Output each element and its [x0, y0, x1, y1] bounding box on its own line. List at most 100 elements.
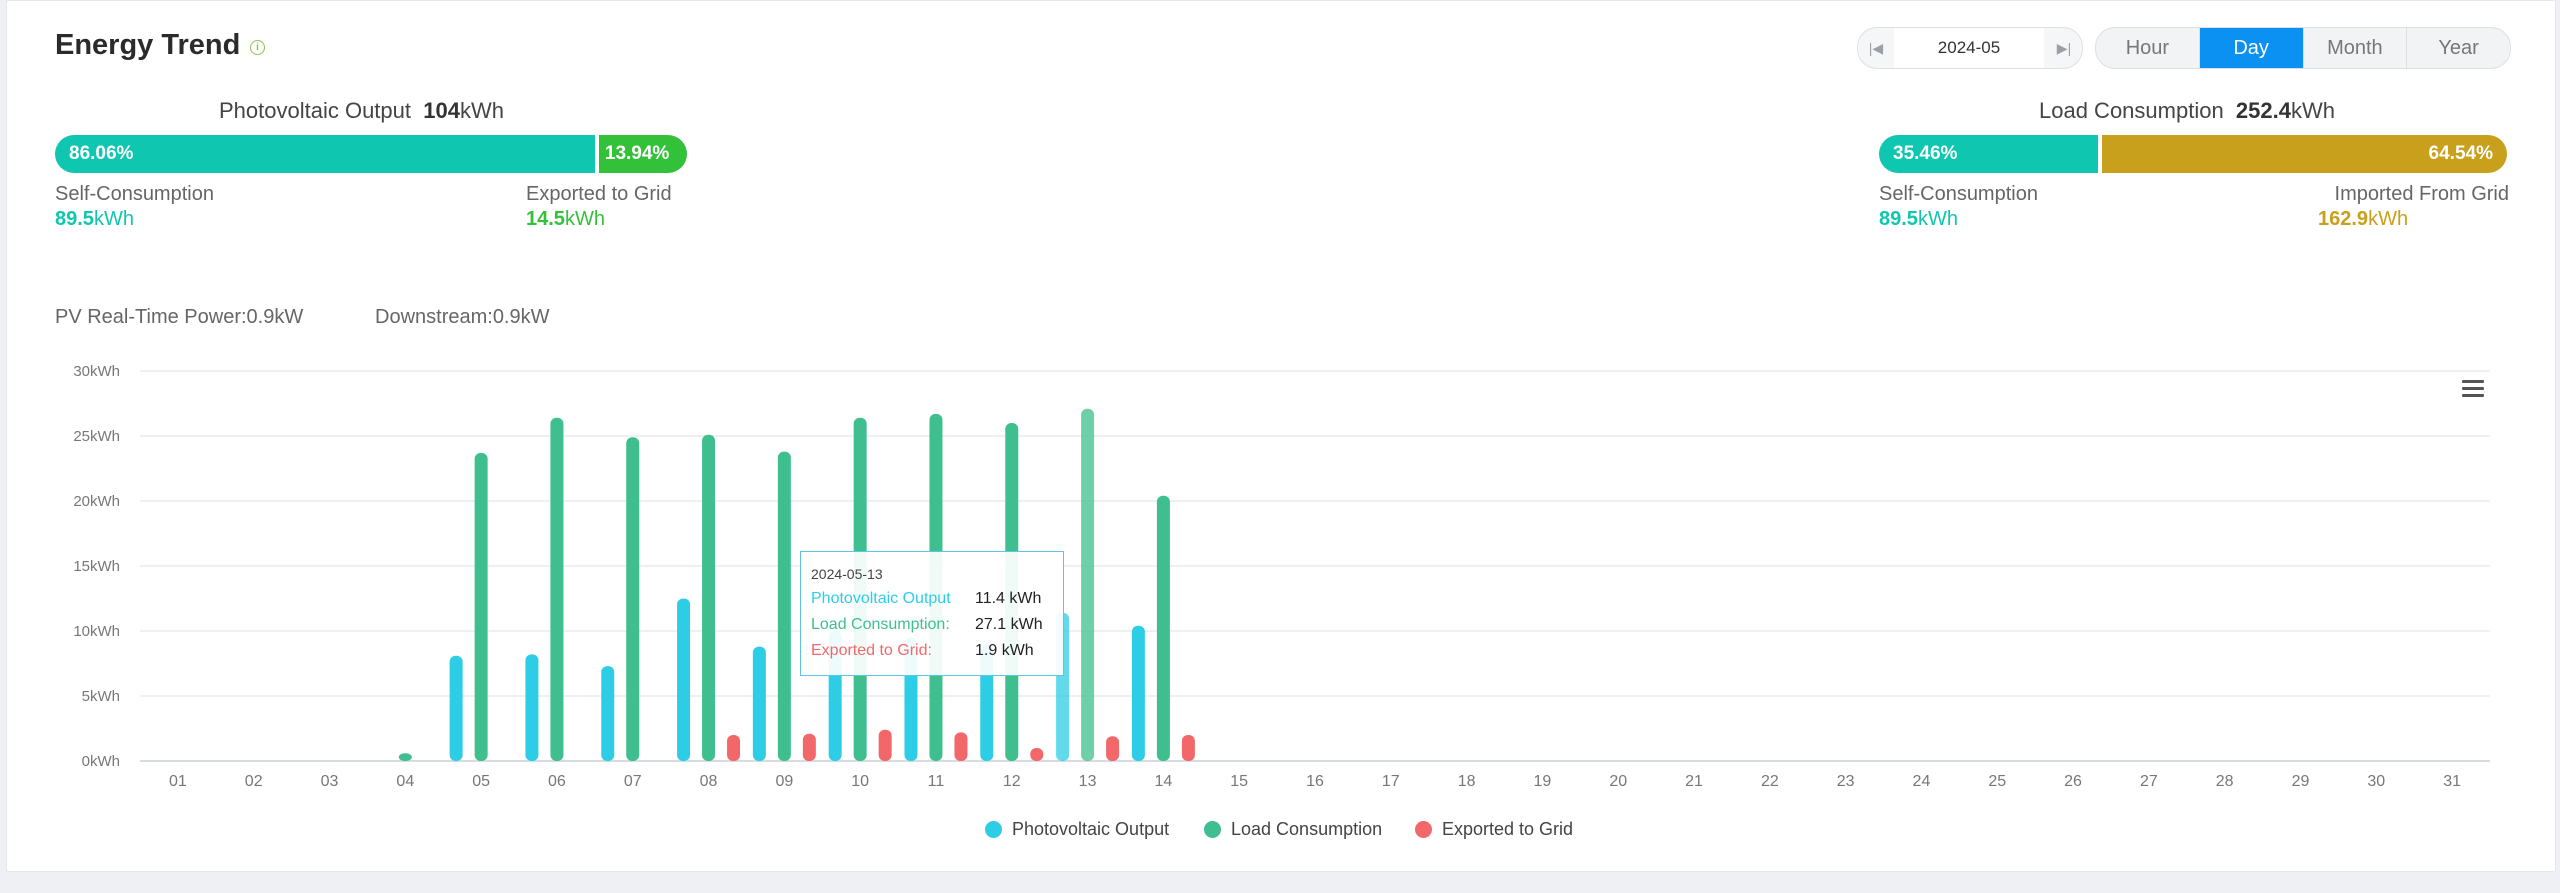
tab-year[interactable]: Year	[2438, 37, 2479, 59]
tooltip-pv-number: 11.4	[975, 590, 1005, 607]
tooltip-load-number: 27.1	[975, 616, 1007, 633]
tooltip-export-label: Exported to Grid:	[811, 642, 932, 659]
x-tick-label: 05	[472, 773, 490, 790]
y-tick-label: 0kWh	[82, 753, 120, 770]
y-tick-label: 20kWh	[73, 493, 120, 510]
date-picker[interactable]: |◀ 2024-05 ▶|	[1857, 27, 2083, 69]
pv-export-segment: 13.94%	[598, 135, 687, 173]
bar-load	[702, 434, 716, 761]
tooltip-export-number: 1.9	[975, 642, 998, 659]
x-tick-label: 24	[1913, 773, 1931, 790]
x-tick-label: 11	[928, 773, 945, 790]
bar-export	[954, 732, 968, 761]
x-tick-label: 07	[624, 773, 642, 790]
pv-self-unit: kWh	[93, 208, 134, 230]
legend-label-pv: Photovoltaic Output	[1012, 818, 1170, 839]
load-self-number: 89.5	[1879, 208, 1918, 230]
chart-legend: Photovoltaic Output Load Consumption Exp…	[0, 816, 2560, 842]
bar-load	[777, 451, 791, 761]
x-tick-label: 26	[2064, 773, 2082, 790]
bar-load	[1156, 495, 1170, 761]
pv-split-bar: 86.06% 13.94%	[55, 135, 687, 173]
x-tick-label: 23	[1837, 773, 1855, 790]
x-tick-label: 29	[2292, 773, 2310, 790]
tooltip-pv-unit: kWh	[1009, 590, 1042, 607]
legend-item-load[interactable]: Load Consumption	[1204, 816, 1382, 842]
pv-realtime-power: PV Real-Time Power:0.9kW	[55, 306, 304, 328]
bar-pv	[1131, 625, 1145, 761]
legend-dot-pv	[985, 820, 1002, 838]
legend-item-pv[interactable]: Photovoltaic Output	[985, 816, 1169, 842]
y-tick-label: 5kWh	[82, 688, 120, 705]
load-self-value: 89.5kWh	[1879, 208, 1958, 231]
x-tick-label: 17	[1382, 773, 1400, 790]
skip-forward-icon[interactable]: ▶|	[2056, 40, 2072, 56]
pv-export-number: 14.5	[526, 208, 565, 230]
load-summary-unit: kWh	[2290, 98, 2335, 123]
legend-dot-load	[1204, 820, 1221, 838]
pv-export-label: Exported to Grid	[526, 183, 672, 205]
x-tick-label: 20	[1609, 773, 1627, 790]
legend-label-export: Exported to Grid	[1442, 818, 1574, 839]
load-import-number: 162.9	[2318, 208, 2369, 230]
pv-summary-title: Photovoltaic Output 104kWh	[219, 98, 504, 124]
x-tick-label: 13	[1079, 773, 1097, 790]
chart-menu-icon[interactable]	[2462, 380, 2484, 398]
x-tick-label: 04	[396, 773, 414, 790]
bar-pv	[677, 598, 691, 761]
x-tick-label: 25	[1988, 773, 2006, 790]
bar-export	[802, 733, 816, 761]
tooltip-export-value: 1.9 kWh	[975, 642, 1034, 660]
load-summary-title: Load Consumption 252.4kWh	[2039, 98, 2335, 124]
bar-pv	[752, 646, 766, 761]
x-tick-label: 14	[1154, 773, 1172, 790]
tab-month[interactable]: Month	[2304, 28, 2408, 68]
bar-pv	[525, 654, 539, 761]
y-tick-label: 25kWh	[73, 428, 120, 445]
pv-export-unit: kWh	[564, 208, 605, 230]
tab-hour[interactable]: Hour	[2096, 28, 2200, 68]
x-tick-label: 03	[321, 773, 339, 790]
x-tick-label: 27	[2140, 773, 2158, 790]
y-tick-label: 15kWh	[73, 558, 120, 575]
load-self-label: Self-Consumption	[1879, 183, 2038, 205]
tooltip-export-unit: kWh	[1001, 642, 1034, 659]
load-summary-label: Load Consumption	[2039, 98, 2224, 123]
bar-load	[626, 437, 640, 761]
pv-self-segment: 86.06%	[55, 135, 599, 173]
x-tick-label: 15	[1230, 773, 1248, 790]
x-tick-label: 22	[1761, 773, 1779, 790]
tooltip-load-label: Load Consumption:	[811, 616, 950, 633]
bar-load	[474, 452, 488, 761]
bar-export	[727, 735, 741, 761]
legend-dot-export	[1415, 820, 1432, 838]
y-tick-label: 30kWh	[73, 363, 120, 380]
tooltip-date: 2024-05-13	[811, 566, 883, 582]
tab-day[interactable]: Day	[2199, 28, 2304, 68]
bar-export	[1030, 748, 1044, 761]
pv-summary-label: Photovoltaic Output	[219, 98, 412, 123]
x-tick-label: 09	[775, 773, 793, 790]
pv-summary-unit: kWh	[459, 98, 504, 123]
load-import-unit: kWh	[2368, 208, 2409, 230]
y-tick-label: 10kWh	[73, 623, 120, 640]
bar-export	[1106, 736, 1120, 761]
load-import-value: 162.9kWh	[2318, 208, 2408, 231]
tooltip-load-unit: kWh	[1010, 616, 1043, 633]
legend-item-export[interactable]: Exported to Grid	[1415, 816, 1573, 842]
bar-load	[1081, 408, 1095, 761]
period-tabs: Hour Day Month Year	[2095, 27, 2511, 69]
load-import-label: Imported From Grid	[2334, 183, 2509, 205]
skip-back-icon[interactable]: |◀	[1868, 40, 1884, 56]
bar-load	[550, 417, 564, 761]
x-tick-label: 19	[1534, 773, 1552, 790]
date-picker-value[interactable]: 2024-05	[1894, 28, 2044, 68]
legend-label-load: Load Consumption	[1231, 818, 1383, 839]
pv-self-label: Self-Consumption	[55, 183, 214, 205]
load-split-bar: 35.46% 64.54%	[1879, 135, 2507, 173]
bar-export	[878, 729, 892, 761]
x-tick-label: 28	[2216, 773, 2234, 790]
x-tick-label: 06	[548, 773, 566, 790]
info-circle-icon[interactable]: i	[250, 40, 265, 55]
